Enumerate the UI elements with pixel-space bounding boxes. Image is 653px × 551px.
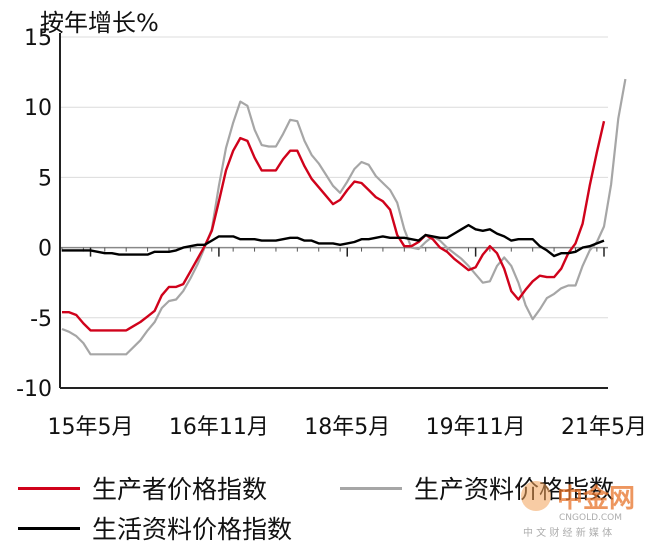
legend-item-producer-goods: 生产资料价格指数 — [340, 470, 614, 506]
watermark-tagline: 中 文 财 经 新 媒 体 — [523, 526, 612, 539]
x-tick-label: 18年5月 — [304, 415, 390, 440]
legend-swatch-consumer-goods — [18, 526, 80, 530]
series-line-ppi — [62, 120, 606, 332]
series-lines — [61, 78, 627, 356]
x-tick-label: 16年11月 — [169, 415, 269, 440]
legend-item-ppi: 生产者价格指数 — [18, 470, 267, 506]
y-tick-label: 10 — [24, 96, 52, 121]
x-tick-label: 19年11月 — [426, 415, 526, 440]
legend-swatch-producer-goods — [340, 486, 402, 490]
y-tick-label: 15 — [24, 26, 52, 51]
watermark-domain: CNGOLD.COM — [559, 513, 622, 523]
axes — [59, 33, 608, 389]
y-axis-title: 按年增长% — [40, 9, 159, 37]
cngold-watermark: 中金网 CNGOLD.COM 中 文 财 经 新 媒 体 — [521, 481, 635, 539]
series-line-producer-goods — [61, 78, 627, 356]
watermark-brand: 中金网 — [557, 483, 635, 514]
y-tick-label: 5 — [38, 166, 52, 191]
chart-svg: 按年增长% 15 10 5 0 -5 -10 15年5月 16年11月 18年5月 19年11月… — [16, 9, 647, 440]
legend-swatch-ppi — [18, 486, 80, 490]
y-tick-labels: 15 10 5 0 -5 -10 — [16, 26, 52, 402]
y-tick-label: -5 — [30, 307, 52, 332]
x-tick-label: 15年5月 — [48, 415, 134, 440]
legend-label-producer-goods: 生产资料价格指数 — [414, 475, 615, 504]
series-line-consumer-goods — [62, 223, 605, 258]
gridlines — [60, 36, 608, 319]
x-tick-labels: 15年5月 16年11月 18年5月 19年11月 21年5月 — [48, 415, 647, 440]
x-tick-label: 21年5月 — [561, 415, 647, 440]
legend-label-consumer-goods: 生活资料价格指数 — [92, 515, 293, 544]
watermark-logo-icon — [521, 481, 551, 511]
y-tick-label: -10 — [16, 377, 52, 402]
legend-item-consumer-goods: 生活资料价格指数 — [18, 510, 292, 546]
legend-label-ppi: 生产者价格指数 — [92, 475, 268, 504]
y-tick-label: 0 — [38, 237, 52, 262]
